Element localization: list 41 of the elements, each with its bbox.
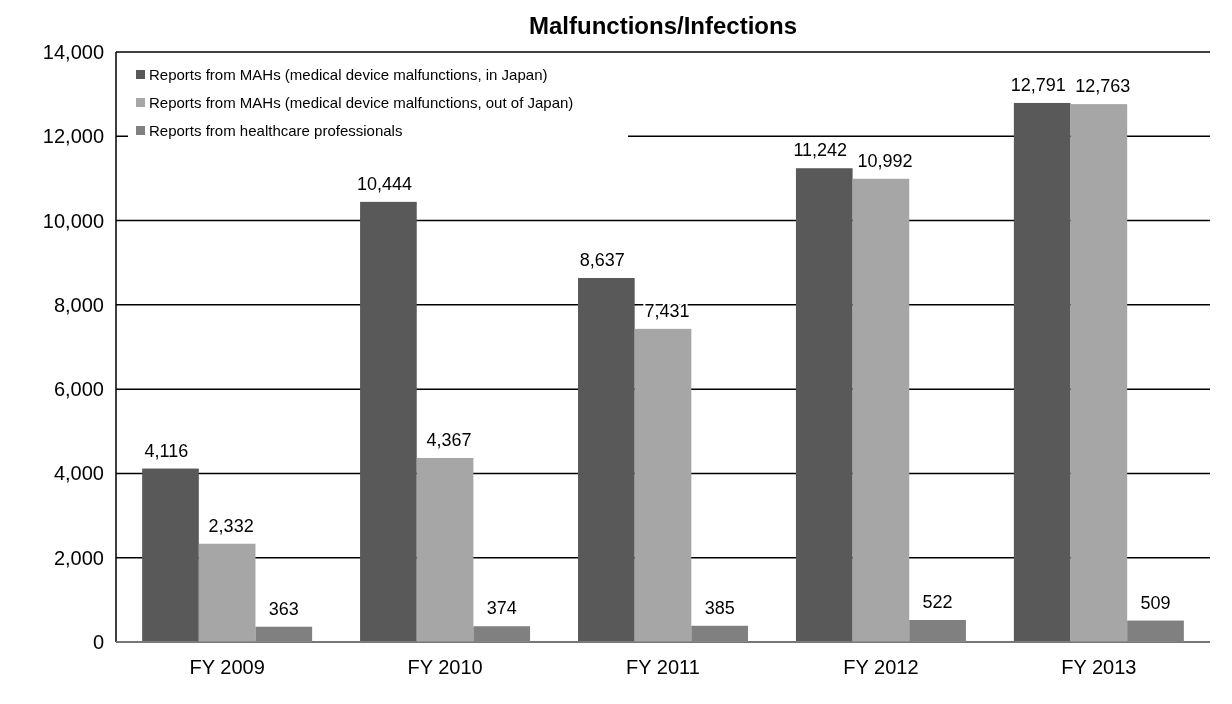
- bar: [795, 168, 853, 642]
- x-tick-label: FY 2012: [843, 656, 919, 678]
- data-label: 11,242: [793, 140, 848, 161]
- data-label: 363: [268, 598, 299, 619]
- bar: [198, 543, 256, 642]
- data-label: 522: [922, 592, 953, 612]
- y-tick-label: 2,000: [53, 546, 104, 569]
- legend-label: Reports from healthcare professionals: [149, 122, 403, 140]
- data-label: 4,116: [144, 440, 189, 461]
- x-tick-label: FY 2010: [407, 656, 483, 678]
- x-tick-label: FY 2013: [1061, 656, 1137, 678]
- bar: [1070, 104, 1128, 642]
- data-label: 509: [1140, 592, 1171, 613]
- data-label: 8,637: [579, 250, 625, 271]
- data-label: 4,367: [426, 429, 472, 450]
- y-tick-label: 4,000: [53, 462, 104, 485]
- data-label: 385: [704, 597, 735, 618]
- bar: [634, 328, 692, 642]
- legend-label: Reports from MAHs (medical device malfunctions, out of Japan): [149, 94, 574, 112]
- y-tick-label: 12,000: [42, 125, 104, 148]
- y-tick-label: 0: [92, 631, 104, 653]
- x-tick-label: FY 2011: [626, 656, 700, 678]
- bar: [852, 178, 910, 642]
- data-label: 2,332: [208, 515, 254, 536]
- data-label: 12,763: [1075, 76, 1131, 97]
- bar: [1013, 102, 1071, 642]
- chart-title: Malfunctions/Infections: [528, 12, 798, 39]
- y-tick-label: 8,000: [53, 293, 104, 316]
- y-tick-label: 10,000: [42, 209, 104, 232]
- y-tick-label: 6,000: [53, 378, 104, 401]
- x-tick-label: FY 2009: [189, 656, 265, 678]
- bar: [142, 468, 199, 642]
- bar: [578, 278, 635, 642]
- y-tick-label: 14,000: [42, 41, 104, 63]
- bar: [360, 201, 417, 642]
- data-label: 374: [486, 598, 517, 619]
- data-label: 12,791: [1010, 74, 1066, 95]
- data-label: 10,992: [857, 150, 913, 171]
- bar: [416, 457, 474, 642]
- legend-label: Reports from MAHs (medical device malfunctions, in Japan): [149, 66, 548, 84]
- data-label: 10,444: [356, 173, 412, 194]
